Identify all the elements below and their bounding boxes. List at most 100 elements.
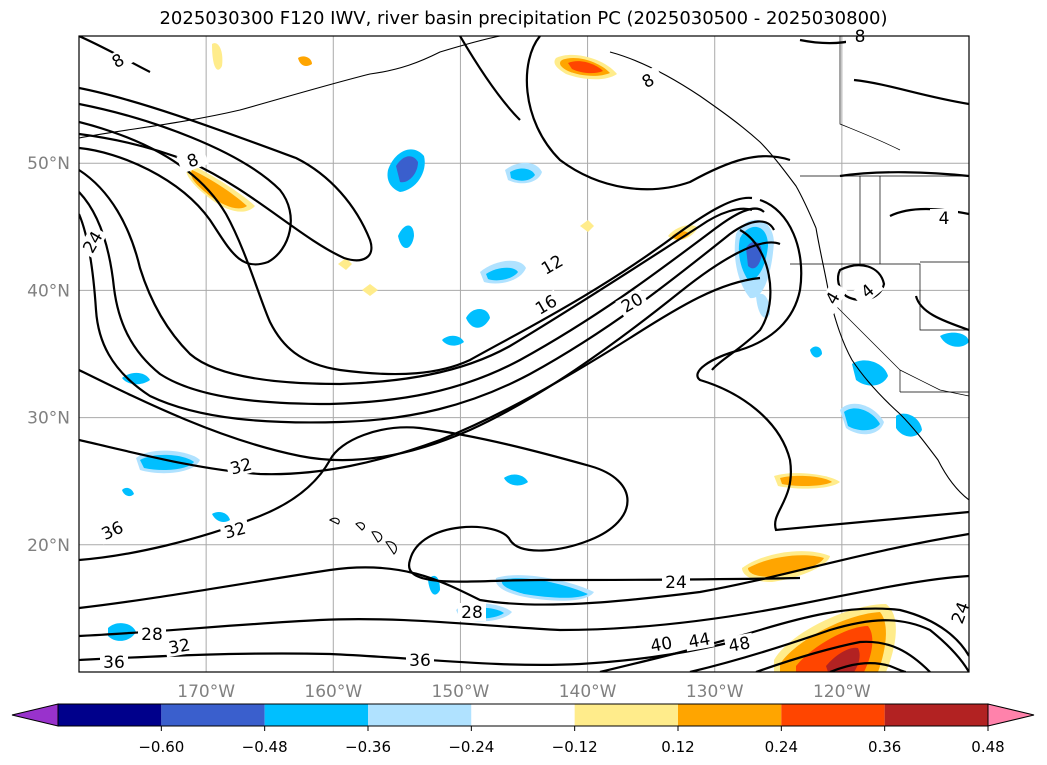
- colorbar-tick-label: −0.24: [448, 738, 494, 756]
- contour-label-bg: [723, 632, 755, 656]
- contour-line: [711, 229, 772, 371]
- contour-label: 28: [461, 603, 483, 623]
- colorbar-segment: [161, 704, 265, 726]
- contour-line: [853, 78, 969, 106]
- colorbar-extend-high: [987, 703, 1035, 727]
- lat-tick-label: 50°N: [27, 154, 70, 174]
- contour-label-bg: [219, 517, 251, 543]
- contour-line: [689, 619, 969, 672]
- shade-patch-blue-california: [810, 332, 969, 437]
- colorbar: −0.60 −0.48 −0.36 −0.24 −0.12 0.12 0.24 0.36 0.4…: [11, 703, 1035, 756]
- contour-line: [696, 198, 969, 532]
- contour-line: [79, 191, 765, 406]
- lon-tick-label: 120°W: [813, 682, 871, 702]
- colorbar-frame: [57, 703, 989, 727]
- shade-patch-blue-north-pacific: [122, 149, 542, 385]
- colorbar-tick-label: −0.60: [138, 738, 184, 756]
- hawaii-islands: [328, 517, 397, 555]
- contour-line: [839, 171, 969, 178]
- alaska-coast: [79, 36, 501, 139]
- lat-tick-label: 30°N: [27, 409, 70, 429]
- colorbar-tick-label: −0.48: [242, 738, 288, 756]
- contour-label-bg: [406, 651, 434, 669]
- colorbar-segment: [678, 704, 782, 726]
- alaska-panhandle-coast: [609, 51, 817, 229]
- contour-line: [79, 241, 781, 462]
- contour-label: 24: [665, 573, 687, 593]
- contour-label-bg: [225, 453, 257, 479]
- contour-line: [79, 169, 753, 386]
- colorbar-tick-label: −0.36: [345, 738, 391, 756]
- lon-tick-label: 150°W: [432, 682, 490, 702]
- contour-label: 32: [167, 635, 192, 658]
- alaska-canada-border: [839, 36, 901, 151]
- colorbar-segment: [264, 704, 368, 726]
- contour-label-bg: [529, 289, 563, 320]
- contour-label: 48: [727, 633, 752, 656]
- map-frame: [78, 35, 970, 673]
- contour-line: [889, 207, 969, 217]
- contour-label-bg: [817, 281, 848, 315]
- contour-line: [525, 36, 791, 191]
- contour-line: [79, 532, 969, 610]
- contour-line: [459, 36, 521, 121]
- contour-label-bg: [930, 209, 958, 227]
- contour-label-bg: [645, 632, 677, 656]
- colorbar-tick-label: 0.12: [661, 738, 694, 756]
- contour-line: [914, 295, 969, 332]
- contour-line: [79, 574, 969, 638]
- contour-label-bg: [535, 249, 569, 280]
- colorbar-segment: [368, 704, 472, 726]
- contour-label-bg: [77, 225, 108, 259]
- lat-tick-label: 20°N: [27, 536, 70, 556]
- colorbar-tick-label: 0.36: [868, 738, 901, 756]
- colorbar-segment: [58, 704, 162, 726]
- contour-label-bg: [101, 45, 135, 76]
- mexico-border: [899, 369, 969, 397]
- lon-tick-label: 130°W: [686, 682, 744, 702]
- contour-label-bg: [683, 628, 715, 652]
- colorbar-tick-label: −0.12: [552, 738, 598, 756]
- contour-label: 44: [687, 629, 712, 652]
- colorbar-tick-label: 0.48: [971, 738, 1004, 756]
- shade-patch-orange-nw: [185, 162, 255, 212]
- lon-tick-label: 160°W: [304, 682, 362, 702]
- shade-patch-red-alaska: [554, 54, 617, 80]
- contour-label-bg: [458, 603, 486, 621]
- contour-line: [79, 276, 761, 476]
- contour-label: 28: [141, 625, 163, 645]
- shade-patch-blue-pacific-nw-coast: [734, 219, 774, 318]
- contour-label-bg: [631, 65, 665, 96]
- colorbar-tick-label: 0.24: [765, 738, 798, 756]
- contour-label-bg: [946, 596, 974, 629]
- colorbar-extend-low: [11, 703, 59, 727]
- axis-labels: 50°N 40°N 30°N 20°N 170°W 160°W 150°W 140°W 130°…: [27, 154, 871, 702]
- contour-label-bg: [100, 653, 128, 671]
- contour-label-bg: [163, 634, 195, 658]
- contour-line: [79, 120, 753, 376]
- contour-label: 4: [939, 209, 950, 229]
- contour-line: [79, 426, 801, 583]
- contour-label-bg: [615, 287, 649, 318]
- contour-label-bg: [138, 625, 166, 643]
- contour-label: 36: [409, 651, 431, 671]
- contour-label: 36: [103, 653, 125, 673]
- colorbar-segment: [884, 704, 988, 726]
- contour-label-bg: [850, 275, 884, 307]
- contour-line: [79, 213, 775, 424]
- contour-label-bg: [662, 573, 690, 591]
- contour-line: [79, 638, 741, 667]
- political-borders: [790, 36, 969, 397]
- lon-tick-label: 140°W: [559, 682, 617, 702]
- contour-label-bg: [95, 516, 129, 545]
- map-title: 2025030300 F120 IWV, river basin precipi…: [159, 8, 888, 29]
- contour-label-bg: [176, 146, 209, 174]
- colorbar-segment: [471, 704, 575, 726]
- lat-tick-label: 40°N: [27, 281, 70, 301]
- colorbar-segment: [781, 704, 885, 726]
- lon-tick-label: 170°W: [177, 682, 235, 702]
- contour-label: 40: [649, 633, 674, 656]
